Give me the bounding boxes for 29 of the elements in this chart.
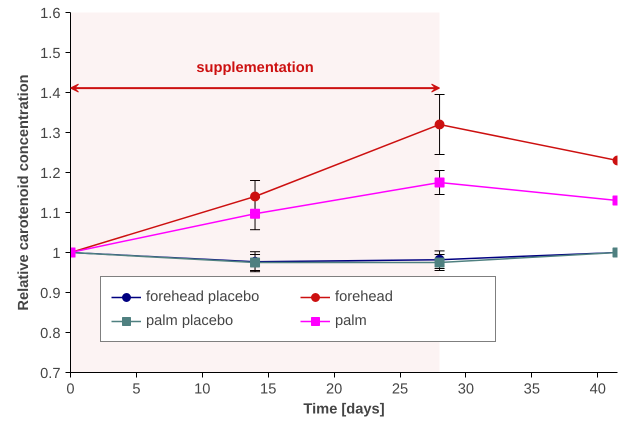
x-tick-label: 20 — [326, 382, 342, 398]
y-tick-label: 1.6 — [40, 6, 60, 22]
x-tick-label: 0 — [66, 382, 75, 398]
y-tick-label: 1.2 — [40, 166, 60, 182]
y-tick-label: 1 — [52, 246, 61, 262]
x-tick-label: 25 — [392, 382, 408, 398]
x-tick-label: 5 — [132, 382, 140, 398]
y-tick-label: 1.4 — [40, 86, 60, 102]
legend-label: palm placebo — [146, 313, 234, 329]
x-tick-label: 15 — [260, 382, 276, 398]
legend-label: forehead placebo — [146, 289, 260, 305]
y-axis-title: Relative carotenoid concentration — [16, 74, 32, 311]
y-tick-label: 0.8 — [40, 326, 60, 342]
point — [250, 192, 260, 202]
legend-label: forehead — [335, 289, 394, 305]
x-axis-title: Time [days] — [303, 402, 385, 418]
x-tick-label: 35 — [524, 382, 540, 398]
y-tick-label: 1.5 — [40, 46, 60, 62]
legend-label: palm — [335, 313, 368, 329]
point — [434, 120, 445, 130]
x-tick-label: 30 — [458, 382, 474, 398]
y-tick-label: 0.9 — [40, 286, 60, 302]
y-tick-label: 1.1 — [40, 206, 60, 222]
x-tick-label: 10 — [194, 382, 210, 398]
y-tick-label: 0.7 — [40, 366, 60, 382]
band-label: supplementation — [196, 60, 314, 76]
point — [434, 258, 445, 268]
y-tick-label: 1.3 — [40, 126, 60, 142]
x-tick-label: 40 — [590, 382, 606, 398]
